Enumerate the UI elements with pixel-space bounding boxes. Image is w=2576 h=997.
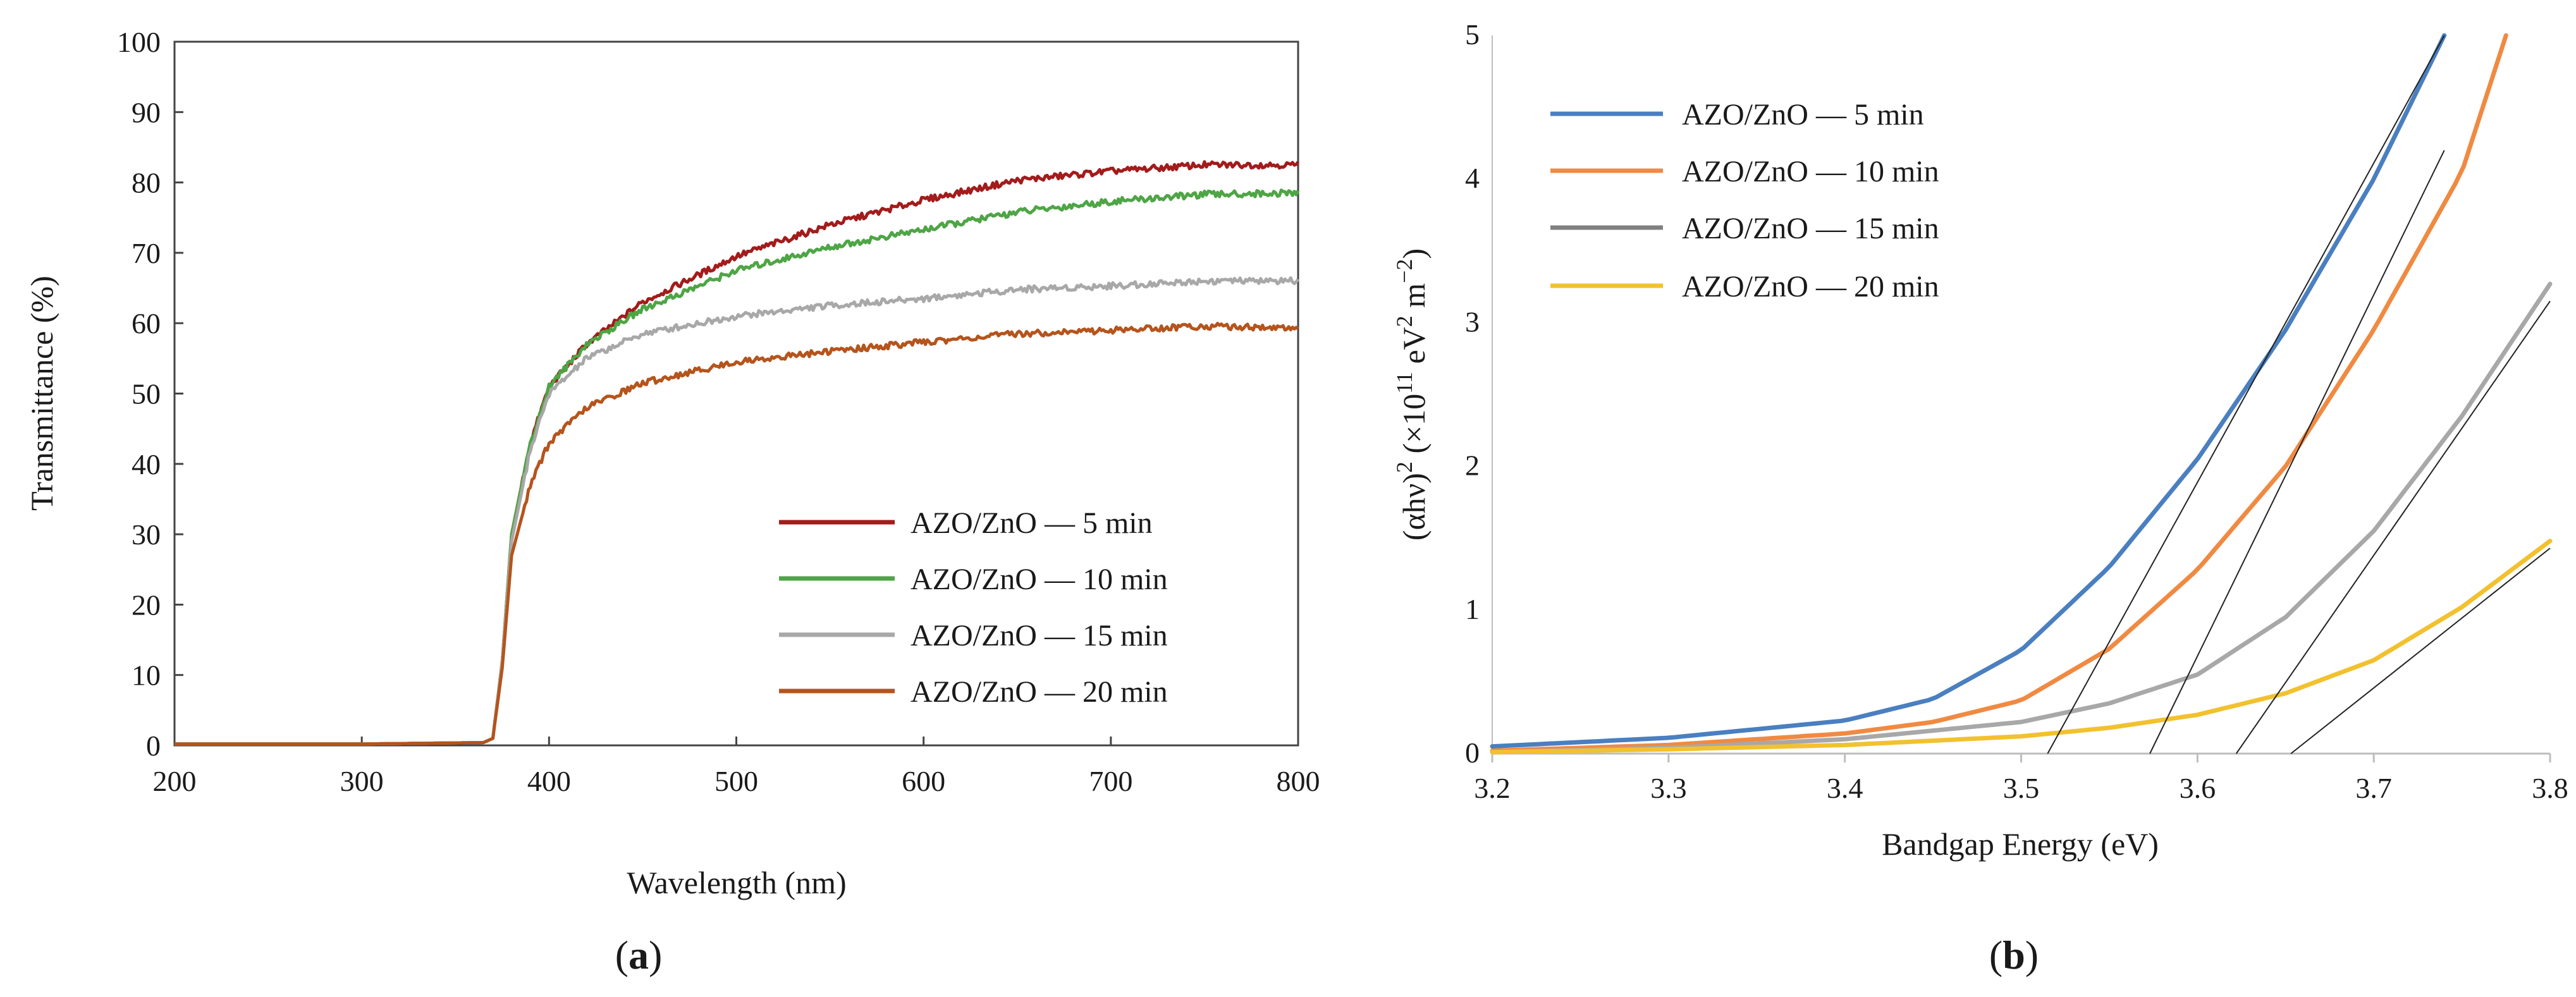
a-legend-label-20min: AZO/ZnO — 20 min	[911, 675, 1168, 709]
a-x-tick-label: 800	[1277, 765, 1320, 797]
a-legend-label-5min: AZO/ZnO — 5 min	[911, 506, 1153, 540]
a-y-tick-label: 60	[132, 307, 161, 339]
b-y-ticks: 0 1 2 3 4 5	[1465, 18, 1480, 769]
a-y-tick-label: 10	[132, 659, 161, 692]
b-legend-label-15min: AZO/ZnO — 15 min	[1682, 212, 1939, 245]
a-y-tick-label: 70	[132, 237, 161, 269]
a-legend: AZO/ZnO — 5 min AZO/ZnO — 10 min AZO/ZnO…	[779, 506, 1168, 709]
a-y-tick-label: 80	[132, 167, 161, 199]
b-series	[1490, 33, 2553, 755]
a-y-tick-label: 20	[132, 589, 161, 621]
b-x-tick-label: 3.7	[2355, 772, 2392, 804]
b-x-tick-label: 3.8	[2532, 772, 2568, 804]
b-y-tick-label: 5	[1465, 18, 1480, 51]
a-y-tick-label: 90	[132, 96, 161, 128]
b-y-tick-label: 1	[1465, 593, 1480, 625]
b-y-tick-label: 4	[1465, 162, 1480, 194]
b-series-line-azo-zno-15-min	[1490, 281, 2553, 755]
b-y-tick-label: 0	[1465, 737, 1480, 769]
b-y-axis-title: (αhν)2 (×1011 eV2 m−2)	[1392, 248, 1432, 541]
a-series-line-azo-zno-5-min	[175, 160, 1299, 746]
b-x-tick-label: 3.3	[1650, 772, 1687, 804]
a-legend-label-15min: AZO/ZnO — 15 min	[911, 619, 1168, 652]
a-x-ticks: 200 300 400 500 600 700 800	[153, 737, 1320, 797]
b-x-tick-label: 3.2	[1474, 772, 1511, 804]
b-tangent-lines	[2047, 35, 2551, 754]
a-y-tick-label: 50	[132, 378, 161, 410]
a-x-tick-label: 500	[715, 765, 758, 797]
b-legend-label-5min: AZO/ZnO — 5 min	[1682, 98, 1924, 132]
a-y-tick-label: 0	[146, 730, 161, 762]
a-x-tick-label: 600	[902, 765, 945, 797]
b-x-tick-label: 3.5	[2003, 772, 2040, 804]
a-y-tick-label: 40	[132, 448, 161, 480]
a-series-line-azo-zno-20-min	[175, 322, 1299, 746]
b-tangent-line	[2290, 547, 2551, 754]
panel-a: 0 10 20 30 40 50 60 70 80 90 100 200 300 400 500 600 70…	[24, 26, 1320, 977]
a-x-tick-label: 700	[1089, 765, 1132, 797]
a-x-axis-title: Wavelength (nm)	[627, 865, 846, 900]
b-tangent-line	[2235, 300, 2551, 754]
a-series-line-azo-zno-10-min	[175, 188, 1300, 746]
b-y-tick-label: 3	[1465, 305, 1480, 338]
b-series-line-azo-zno-20-min	[1490, 539, 2553, 755]
b-x-tick-label: 3.6	[2180, 772, 2216, 804]
a-y-ticks: 0 10 20 30 40 50 60 70 80 90 100	[117, 26, 183, 762]
a-series	[175, 160, 1300, 746]
b-x-ticks: 3.2 3.3 3.4 3.5 3.6 3.7 3.8	[1474, 754, 2568, 804]
a-y-tick-label: 30	[132, 518, 161, 551]
b-y-tick-label: 2	[1465, 450, 1480, 482]
b-legend: AZO/ZnO — 5 min AZO/ZnO — 10 min AZO/ZnO…	[1550, 98, 1939, 303]
b-x-tick-label: 3.4	[1827, 772, 1863, 804]
b-legend-label-10min: AZO/ZnO — 10 min	[1682, 155, 1939, 188]
a-y-axis-title: Transmittance (%)	[24, 276, 59, 511]
a-x-tick-label: 400	[527, 765, 571, 797]
panel-a-label: (a)	[615, 933, 663, 977]
a-y-tick-label: 100	[117, 26, 161, 58]
b-tangent-line	[2149, 150, 2445, 754]
b-x-axis-title: Bandgap Energy (eV)	[1882, 826, 2159, 862]
b-series-line-azo-zno-10-min	[1490, 33, 2508, 753]
b-tangent-line	[2047, 35, 2445, 754]
a-legend-label-10min: AZO/ZnO — 10 min	[911, 563, 1168, 596]
b-series-line-azo-zno-5-min	[1490, 33, 2447, 749]
panel-b: 0 1 2 3 4 5 3.2 3.3 3.4 3.5 3.6 3.7 3.8 Bandgap Ene…	[1392, 18, 2568, 977]
a-x-tick-label: 200	[153, 765, 197, 797]
a-x-tick-label: 300	[340, 765, 384, 797]
b-legend-label-20min: AZO/ZnO — 20 min	[1682, 270, 1939, 303]
panel-b-label: (b)	[1989, 933, 2039, 977]
